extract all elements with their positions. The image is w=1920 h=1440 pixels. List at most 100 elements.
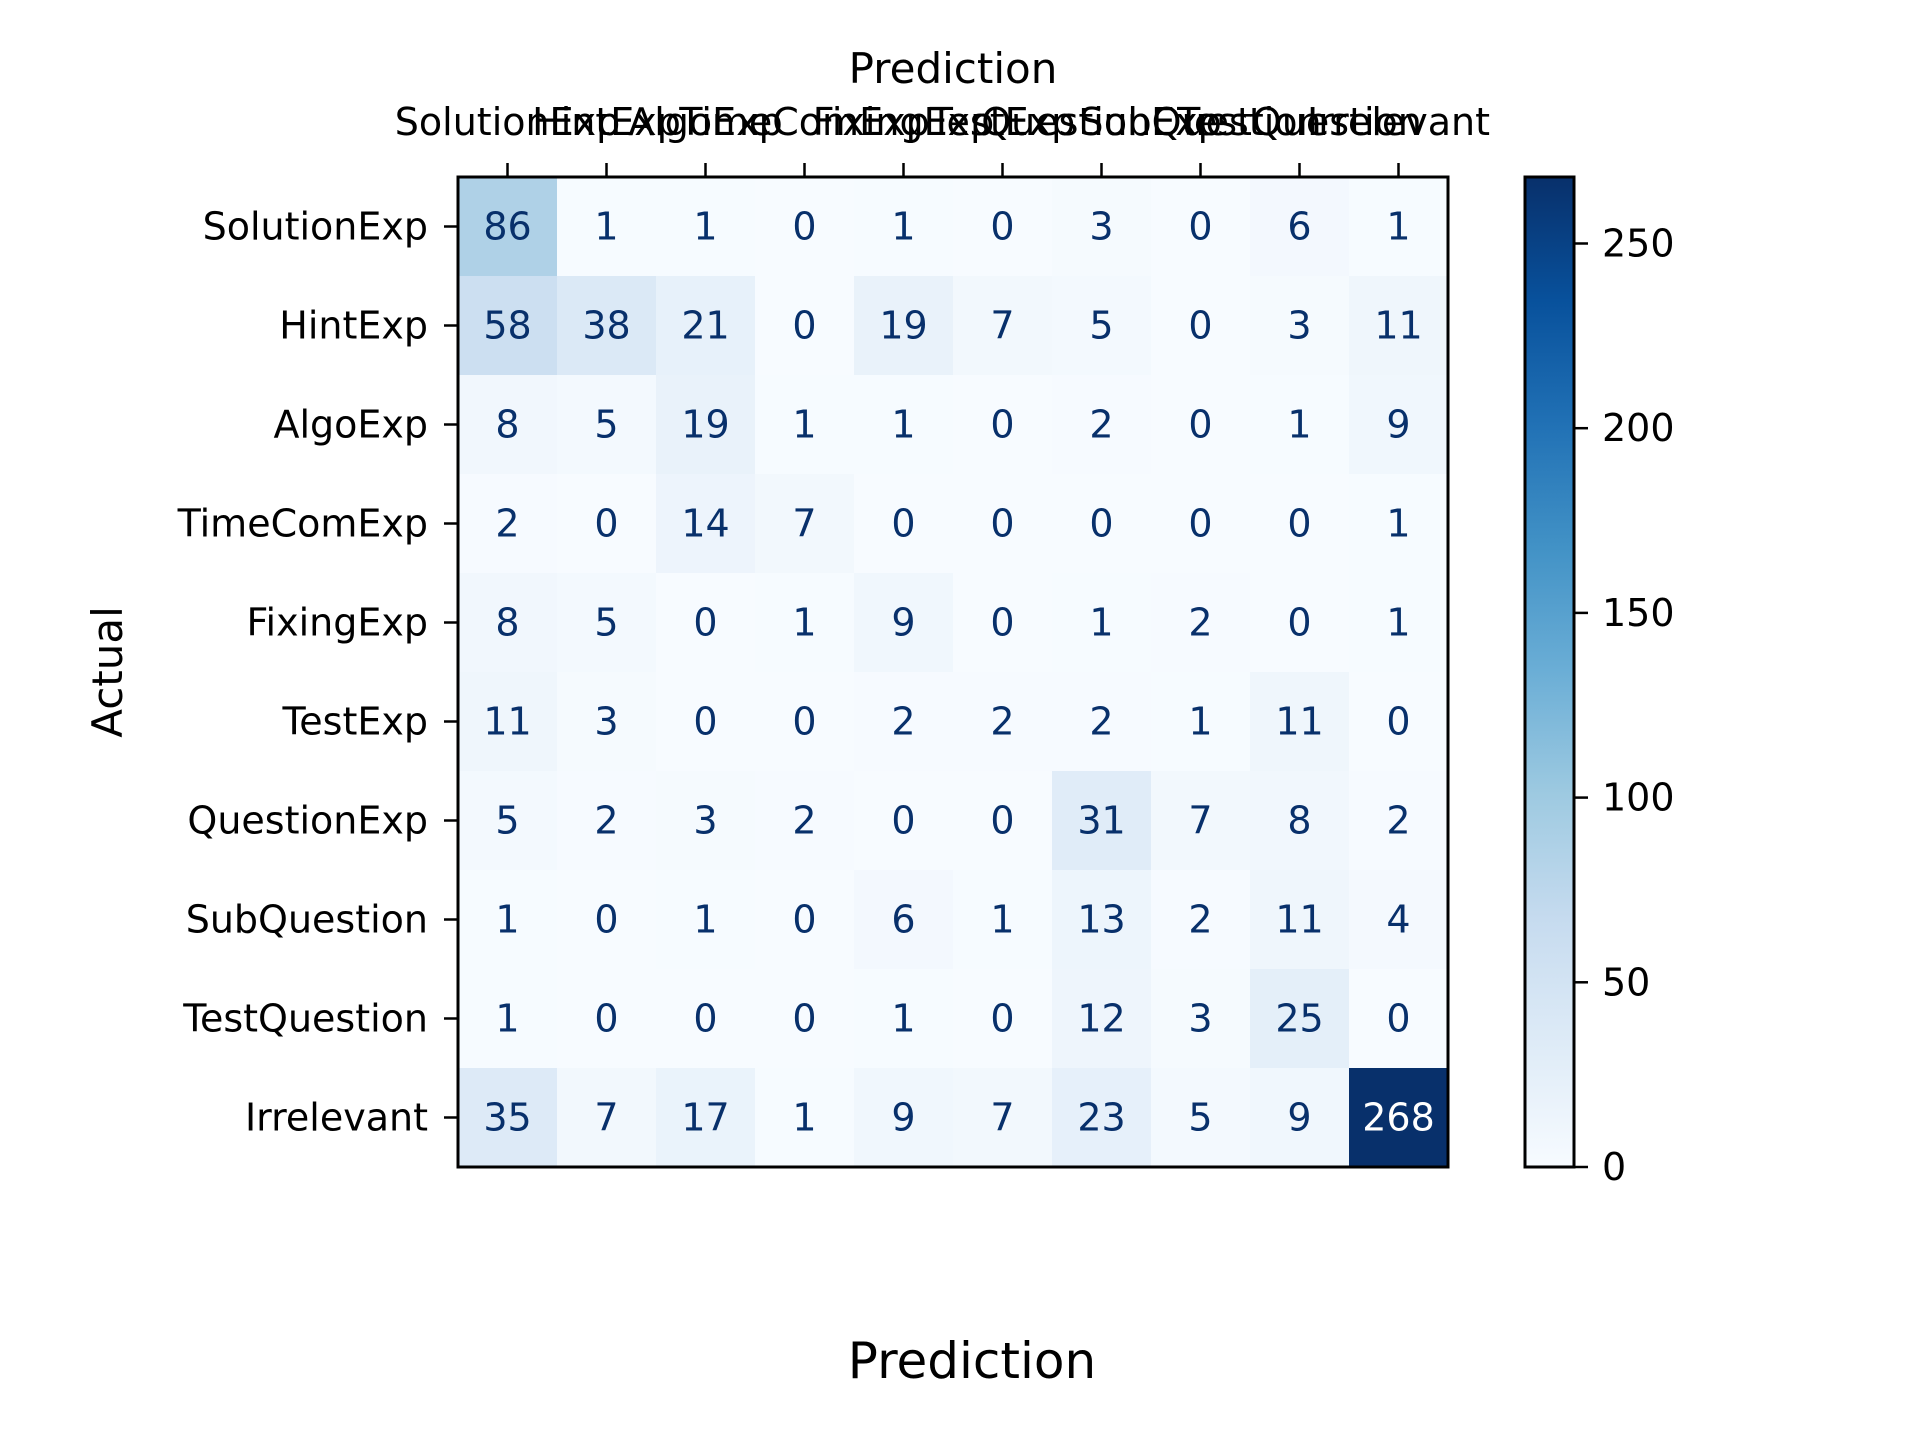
cell-value: 1: [1287, 403, 1311, 447]
cell: [1151, 771, 1251, 871]
cell-value: 13: [1077, 898, 1125, 942]
cell-value: 3: [1188, 997, 1212, 1041]
cell-value: 1: [495, 898, 519, 942]
cell-value: 1: [1386, 502, 1410, 546]
cell-value: 1: [693, 898, 717, 942]
y-tick-label: FixingExp: [246, 601, 428, 645]
cell-value: 14: [681, 502, 729, 546]
cell: [458, 573, 558, 673]
x-tick-label: SolutionExp: [395, 100, 620, 144]
cell-value: 0: [990, 799, 1014, 843]
cell-value: 6: [1287, 205, 1311, 249]
cell: [1151, 672, 1251, 772]
cell: [755, 870, 855, 970]
cell-value: 1: [594, 205, 618, 249]
colorbar: [1523, 175, 1576, 1169]
cell-value: 0: [693, 601, 717, 645]
cell: [755, 672, 855, 772]
cell: [1052, 1068, 1152, 1168]
cell: [854, 375, 954, 475]
y-tick-labels: SolutionExp HintExp AlgoExp TimeComExp Fixin…: [177, 205, 458, 1140]
cell-value: 8: [495, 601, 519, 645]
cell-value: 1: [1386, 205, 1410, 249]
cell-value: 4: [1386, 898, 1410, 942]
cell: [1151, 276, 1251, 376]
cell: [458, 474, 558, 574]
cell: [953, 672, 1053, 772]
cell-value: 3: [1089, 205, 1113, 249]
cell-value: 1: [891, 205, 915, 249]
cell: [1250, 375, 1350, 475]
cell: [1151, 474, 1251, 574]
cell-value: 0: [594, 997, 618, 1041]
cell-value: 7: [990, 304, 1014, 348]
cell-value: 0: [1188, 403, 1212, 447]
y-tick-label: SubQuestion: [186, 898, 428, 942]
y-tick-label: AlgoExp: [273, 403, 428, 447]
colorbar-tick-label: 150: [1602, 591, 1675, 635]
cell-value: 17: [681, 1096, 729, 1140]
cell: [953, 177, 1053, 277]
cell-value: 31: [1077, 799, 1125, 843]
cell-value: 5: [594, 601, 618, 645]
cell: [656, 1068, 756, 1168]
cell-value: 7: [792, 502, 816, 546]
cell-value: 1: [693, 205, 717, 249]
cell: [656, 672, 756, 772]
y-tick-label: TestQuestion: [182, 997, 428, 1041]
cell-value: 11: [1374, 304, 1422, 348]
cell-value: 2: [891, 700, 915, 744]
cell-value: 0: [1089, 502, 1113, 546]
cell-value: 1: [990, 898, 1014, 942]
cell-value: 2: [495, 502, 519, 546]
cell-value: 0: [792, 997, 816, 1041]
cell-value: 0: [891, 502, 915, 546]
cell: [458, 375, 558, 475]
cell-value: 8: [1287, 799, 1311, 843]
x-axis-title-top: Prediction: [849, 44, 1058, 93]
y-axis-title: Actual: [83, 606, 132, 738]
cell: [1349, 177, 1449, 277]
x-tick-label: QuestionExp: [981, 100, 1222, 144]
cell-value: 5: [594, 403, 618, 447]
cell-value: 0: [1386, 997, 1410, 1041]
cell-value: 9: [1386, 403, 1410, 447]
cell-value: 0: [990, 601, 1014, 645]
cell-value: 11: [1275, 700, 1323, 744]
cell-value: 1: [1386, 601, 1410, 645]
cell-value: 3: [1287, 304, 1311, 348]
cell: [1151, 1068, 1251, 1168]
cell-value: 2: [1188, 601, 1212, 645]
cell-value: 268: [1362, 1096, 1435, 1140]
cell: [1349, 870, 1449, 970]
cell: [458, 276, 558, 376]
cell: [656, 474, 756, 574]
cell-value: 1: [891, 403, 915, 447]
cell: [557, 177, 657, 277]
cell-value: 11: [483, 700, 531, 744]
cell: [1349, 672, 1449, 772]
x-tick-label: TimeComExp: [678, 100, 929, 144]
cell: [953, 1068, 1053, 1168]
plot-frame: [456, 175, 1450, 1169]
cell-value: 0: [693, 700, 717, 744]
cell: [1349, 474, 1449, 574]
x-tick-label: AlgoExp: [628, 100, 783, 144]
cell: [1151, 870, 1251, 970]
cell-value: 3: [693, 799, 717, 843]
cell-value: 0: [594, 898, 618, 942]
cell-value: 0: [1386, 700, 1410, 744]
cell-value: 19: [879, 304, 927, 348]
cell: [854, 177, 954, 277]
cell: [1052, 672, 1152, 772]
cell: [854, 276, 954, 376]
y-tick-label: HintExp: [279, 304, 428, 348]
cell: [1349, 573, 1449, 673]
cell: [854, 573, 954, 673]
cell: [755, 276, 855, 376]
cell: [458, 1068, 558, 1168]
cell: [1349, 771, 1449, 871]
cell: [1052, 474, 1152, 574]
cell-value: 0: [1188, 205, 1212, 249]
colorbar-tick-label: 50: [1602, 960, 1650, 1004]
